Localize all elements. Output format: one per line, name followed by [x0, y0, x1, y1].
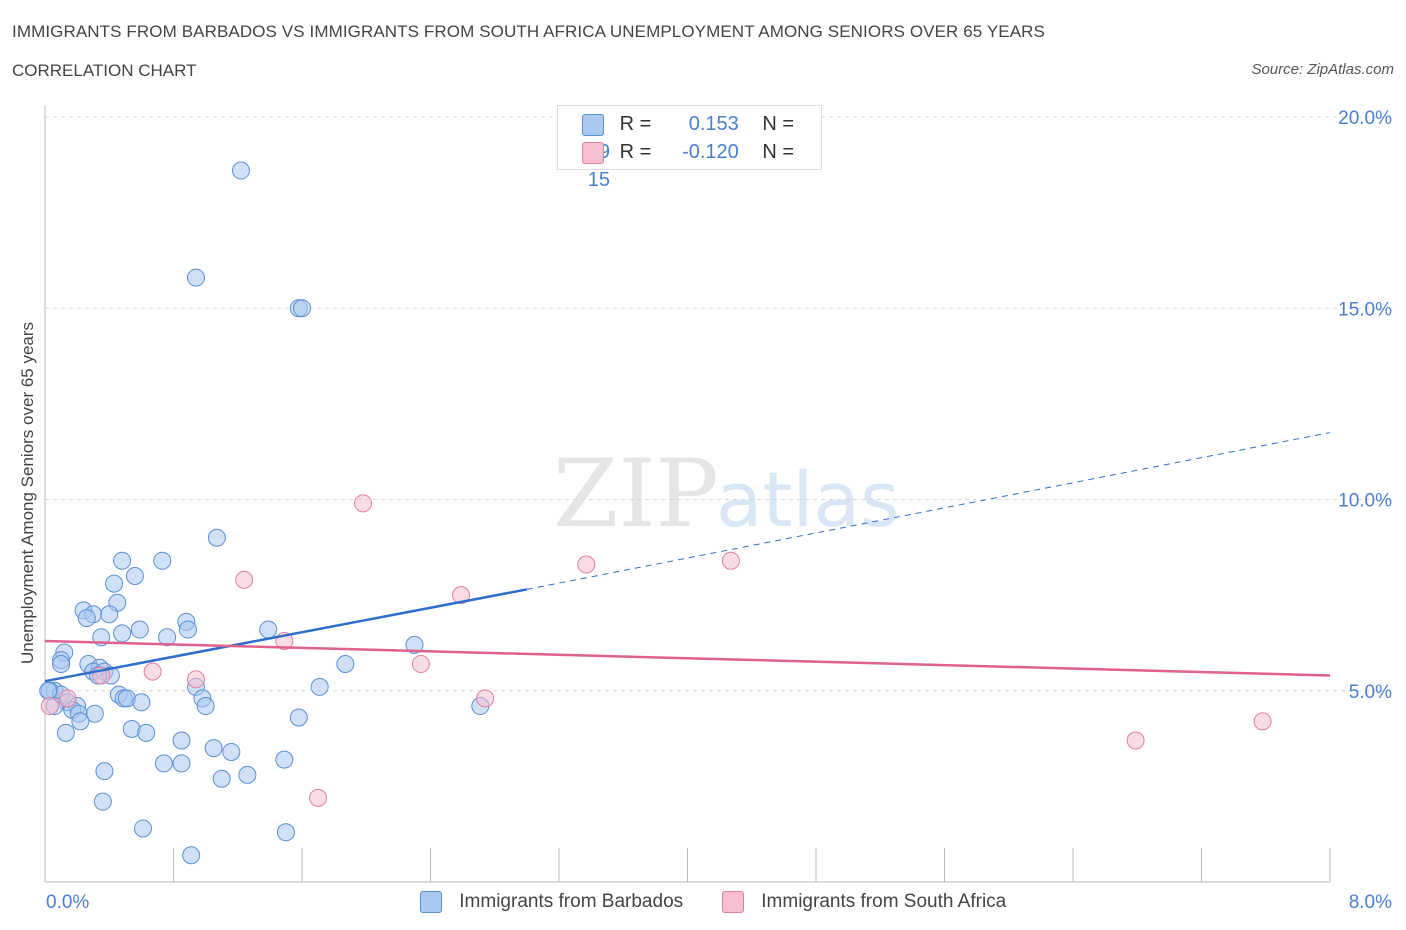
point-barbados [222, 742, 241, 761]
point-southafrica [1253, 712, 1272, 731]
point-barbados [132, 693, 151, 712]
point-barbados [231, 161, 250, 180]
legend-item-barbados[interactable]: Immigrants from Barbados [420, 889, 683, 915]
point-barbados [238, 765, 257, 784]
point-barbados [113, 551, 132, 570]
y-tick-label: 15.0% [1338, 299, 1392, 320]
legend-swatch-barbados [582, 113, 604, 136]
point-barbados [336, 654, 355, 673]
point-barbados [289, 708, 308, 727]
x-tick-label: 8.0% [1349, 892, 1392, 913]
point-southafrica [309, 788, 328, 807]
point-southafrica [476, 689, 495, 708]
point-barbados [212, 769, 231, 788]
point-barbados [52, 654, 71, 673]
trend-lines [44, 432, 1331, 683]
legend-r-value-barbados: 0.153 [688, 113, 739, 135]
point-barbados [172, 731, 191, 750]
point-southafrica [411, 654, 430, 673]
point-barbados [85, 704, 104, 723]
point-barbados [207, 528, 226, 547]
chart-subtitle: CORRELATION CHART [12, 61, 197, 80]
x-tick-label: 0.0% [46, 892, 89, 913]
legend-label-barbados: Immigrants from Barbados [459, 891, 684, 912]
watermark-zip: ZIP [553, 440, 719, 549]
point-southafrica [721, 551, 740, 570]
watermark: ZIP atlas [553, 440, 900, 549]
point-barbados [56, 723, 75, 742]
point-barbados [158, 628, 177, 647]
legend-r-label: R = [619, 141, 652, 163]
point-barbados [39, 681, 58, 700]
axes [44, 105, 1331, 883]
point-barbados [100, 605, 119, 624]
legend-swatch-southafrica [582, 141, 604, 164]
chart-title: IMMIGRANTS FROM BARBADOS VS IMMIGRANTS F… [12, 22, 1045, 41]
point-southafrica [452, 586, 471, 605]
point-barbados [310, 677, 329, 696]
point-barbados [95, 762, 114, 781]
point-barbados [71, 712, 90, 731]
legend-n-value-southafrica: 15 [587, 169, 610, 191]
y-tick-label: 5.0% [1349, 682, 1392, 703]
legend-n-label: N = [762, 141, 795, 163]
legend-item-southafrica[interactable]: Immigrants from South Africa [722, 889, 1006, 915]
y-tick-label: 10.0% [1338, 491, 1392, 512]
legend-row-southafrica: R = -0.120 N = 15 [582, 138, 821, 191]
y-axis-label: Unemployment Among Seniors over 65 years [18, 321, 37, 665]
point-barbados [153, 551, 172, 570]
point-barbados [275, 750, 294, 769]
point-southafrica [40, 697, 59, 716]
point-barbados [125, 567, 144, 585]
legend-row-barbados: R = 0.153 N = 69 [582, 110, 821, 163]
point-southafrica [58, 689, 77, 708]
point-barbados [178, 620, 197, 639]
legend-swatch-southafrica [722, 890, 744, 913]
point-barbados [405, 635, 424, 654]
point-barbados [172, 754, 191, 773]
legend-r-value-southafrica: -0.120 [682, 141, 739, 163]
point-southafrica [577, 555, 596, 574]
point-barbados [276, 823, 295, 842]
point-barbados [154, 754, 173, 773]
point-barbados [130, 620, 149, 639]
grid-lines [45, 116, 1390, 692]
trend-line-southafrica [44, 639, 1331, 677]
point-barbados [186, 268, 205, 287]
trend-line-barbados-extension [526, 432, 1331, 590]
point-barbados [259, 620, 278, 639]
point-barbados [133, 819, 152, 838]
point-barbados [293, 299, 311, 318]
y-tick-label: 20.0% [1338, 108, 1392, 129]
watermark-atlas: atlas [716, 455, 900, 544]
legend-label-southafrica: Immigrants from South Africa [761, 891, 1007, 912]
point-barbados [182, 846, 201, 865]
point-southafrica [354, 494, 373, 513]
legend-n-label: N = [762, 113, 795, 135]
point-southafrica [143, 662, 162, 681]
source-label: Source: ZipAtlas.com [1251, 61, 1394, 78]
point-southafrica [186, 670, 205, 689]
point-southafrica [1126, 731, 1145, 750]
point-southafrica [235, 570, 254, 589]
point-barbados [105, 574, 124, 593]
legend-swatch-barbados [420, 890, 442, 913]
point-barbados [137, 723, 156, 742]
point-barbados [196, 697, 215, 716]
legend-r-label: R = [619, 113, 652, 135]
point-barbados [93, 792, 112, 811]
point-barbados [113, 624, 132, 643]
point-barbados [77, 609, 96, 628]
trend-line-barbados [44, 588, 528, 683]
correlation-legend: R = 0.153 N = 69 R = -0.120 N = 15 [557, 105, 822, 191]
tick-labels: 5.0% 10.0% 15.0% 20.0% 0.0% 8.0% [46, 108, 1392, 913]
data-points [39, 161, 1272, 865]
point-barbados [204, 739, 223, 758]
